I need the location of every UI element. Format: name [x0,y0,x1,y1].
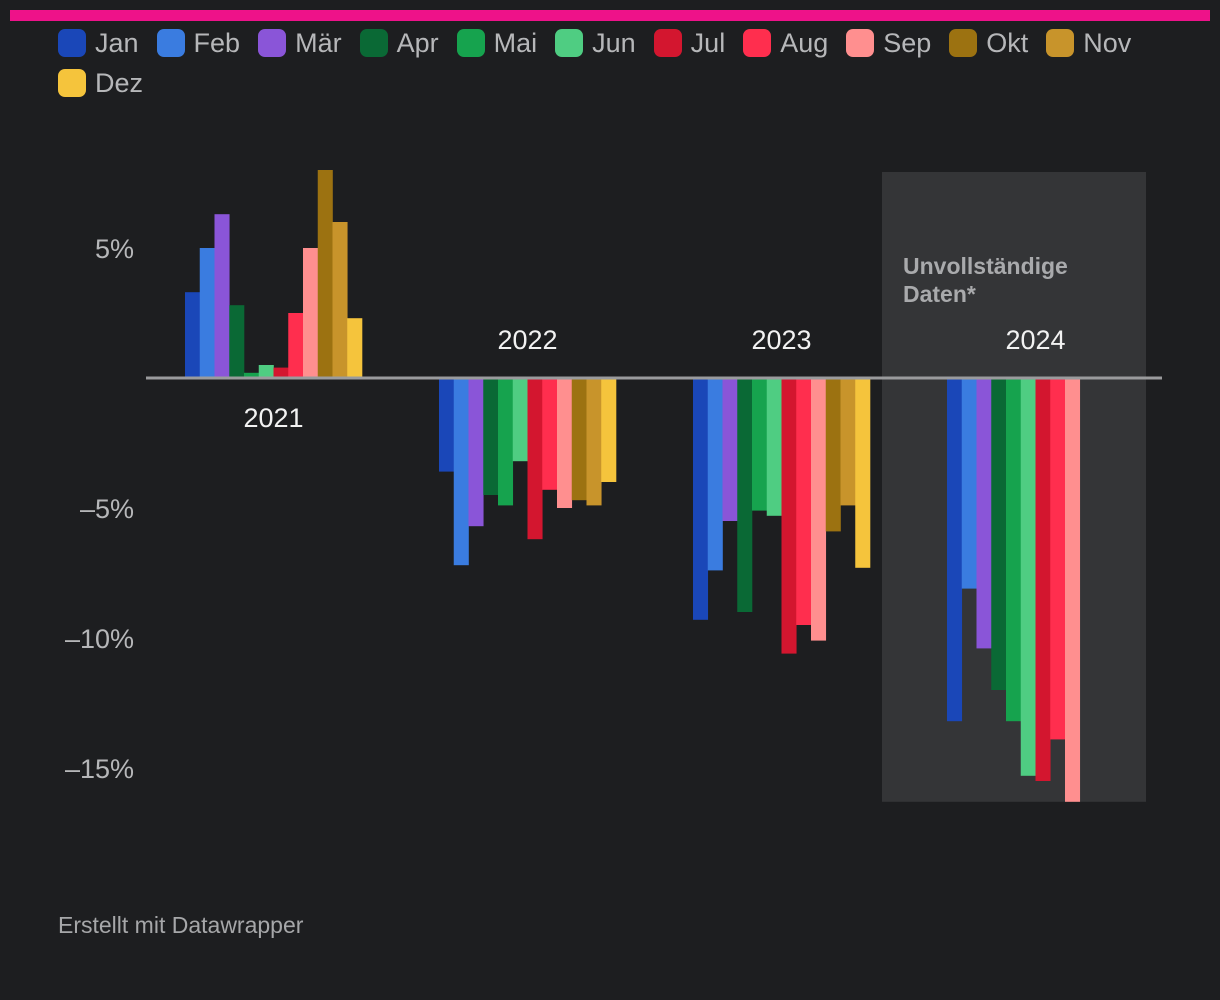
legend-item: Apr [359,27,439,59]
y-tick-label: 5% [95,234,134,264]
legend-swatch [258,29,287,57]
legend-item: Okt [949,27,1028,59]
incomplete-data-label: Unvollständige [903,253,1068,279]
chart-legend: Jan Feb Mär Apr Mai Jun Jul Aug Sep Okt Nov Dez [58,27,1158,107]
legend-label: Mär [295,27,342,58]
bar-2024-jun [1020,378,1036,776]
bar-2021-jun [258,365,274,378]
bar-2023-aug [796,378,812,625]
bar-2022-jun [512,378,528,462]
bar-2023-nov [840,378,856,506]
bar-2022-apr [483,378,499,495]
bar-2022-sep [557,378,573,508]
y-tick-label: –10% [65,624,134,654]
bar-2021-jan [185,292,201,378]
chart-credit: Erstellt mit Datawrapper [58,912,304,938]
legend-swatch [1046,29,1075,57]
legend-item: Jun [555,27,636,59]
bar-2021-aug [288,313,304,378]
legend-item: Aug [743,27,828,59]
bar-2023-jan [693,378,709,620]
bar-2022-jan [439,378,455,472]
bar-2021-feb [199,248,215,378]
legend-item: Feb [156,27,241,59]
legend-swatch [456,29,485,57]
legend-swatch [743,29,772,57]
bar-2023-okt [825,378,841,532]
bar-2023-dez [855,378,871,568]
bar-2021-mär [214,214,230,378]
bar-2022-okt [571,378,587,501]
bar-2022-nov [586,378,602,506]
legend-item: Jul [653,27,726,59]
legend-swatch [653,29,682,57]
legend-label: Jun [592,27,636,58]
bar-2022-mai [498,378,514,506]
legend-item: Mär [258,27,342,59]
legend-swatch [156,29,185,57]
bar-2023-feb [707,378,723,571]
legend-swatch [58,29,86,57]
bar-2022-mär [468,378,484,527]
bar-2024-sep [1065,378,1081,802]
legend-swatch [555,29,584,57]
legend-item: Sep [846,27,931,59]
legend-item: Jan [58,27,139,59]
bar-2021-nov [332,222,348,378]
bar-2021-mai [244,372,260,378]
y-tick-label: –15% [65,754,134,784]
legend-item: Dez [58,67,143,99]
bar-2021-dez [347,318,363,378]
legend-label: Feb [193,27,241,58]
legend-label: Jul [690,27,726,58]
legend-item: Nov [1046,27,1131,59]
category-label: 2022 [497,325,557,355]
bar-2021-okt [317,170,333,378]
bar-2022-feb [453,378,469,566]
legend-label: Okt [986,27,1029,58]
category-label: 2024 [1005,325,1065,355]
legend-label: Sep [883,27,932,58]
legend-swatch [949,29,978,57]
legend-label: Nov [1083,27,1132,58]
y-tick-label: –5% [80,494,134,524]
bar-2023-sep [811,378,827,641]
legend-item: Mai [456,27,538,59]
bar-2023-mai [752,378,768,511]
bar-2021-sep [303,248,319,378]
legend-swatch [359,29,388,57]
legend-swatch [58,69,86,97]
bar-2024-feb [961,378,977,589]
bar-2024-mai [1006,378,1022,722]
bar-2021-jul [273,367,289,378]
bar-2023-jul [781,378,797,654]
legend-label: Apr [396,27,439,58]
bar-2023-mär [722,378,738,521]
legend-label: Dez [95,67,144,98]
bar-2021-apr [229,305,245,378]
legend-label: Mai [493,27,538,58]
bar-2024-jan [947,378,963,722]
bar-2022-aug [542,378,558,490]
bar-2024-mär [976,378,992,649]
bar-2024-aug [1050,378,1066,740]
legend-label: Jan [95,27,139,58]
bar-2024-apr [991,378,1007,690]
legend-label: Aug [780,27,829,58]
brand-accent-bar [10,10,1210,21]
category-label: 2023 [751,325,811,355]
bar-2023-apr [737,378,753,612]
bar-2024-jul [1035,378,1051,781]
category-label: 2021 [243,403,303,433]
legend-swatch [846,29,875,57]
bar-2022-dez [601,378,617,482]
incomplete-data-label: Daten* [903,281,976,307]
bar-2022-jul [527,378,543,540]
bar-2023-jun [766,378,782,516]
